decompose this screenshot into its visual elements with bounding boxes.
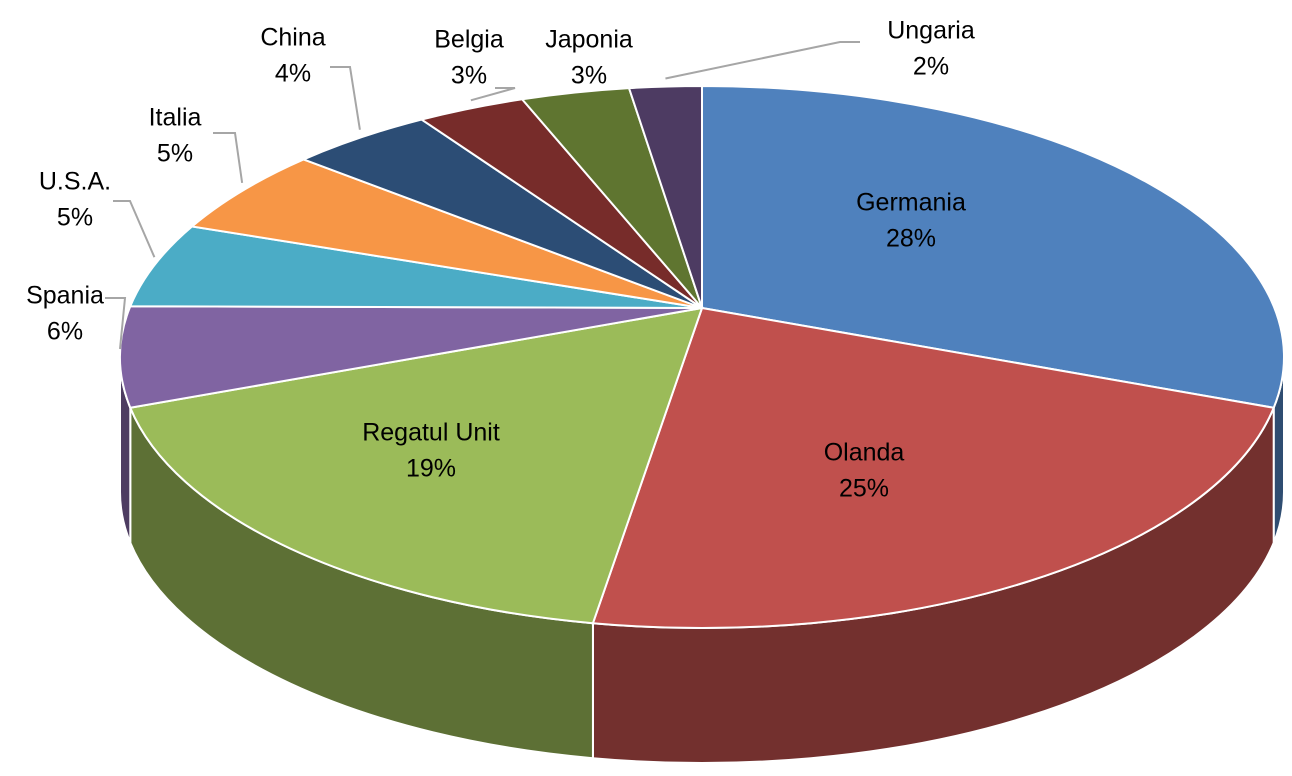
- leader-line: [213, 132, 244, 184]
- category-label: Italia: [149, 104, 202, 132]
- slice: [591, 306, 1276, 629]
- category-label: China: [260, 24, 325, 52]
- leader-line: [470, 87, 516, 102]
- leader-line: [330, 66, 361, 130]
- category-label: Regatul Unit: [362, 419, 500, 447]
- category-label: Japonia: [545, 26, 633, 54]
- slice: [189, 158, 703, 309]
- value-label: 5%: [57, 204, 93, 232]
- value-label: 19%: [406, 455, 456, 483]
- value-label: 28%: [886, 225, 936, 253]
- value-label: 6%: [47, 318, 83, 346]
- value-label: 3%: [571, 62, 607, 90]
- leader-line: [665, 41, 860, 80]
- value-label: 25%: [839, 475, 889, 503]
- category-label: U.S.A.: [39, 168, 111, 196]
- slice: [128, 306, 704, 625]
- value-label: 3%: [451, 62, 487, 90]
- slice: [119, 305, 703, 409]
- slice: [627, 84, 703, 309]
- value-label: 4%: [275, 60, 311, 88]
- value-label: 5%: [157, 140, 193, 168]
- category-label: Germania: [856, 189, 966, 217]
- slice: [701, 84, 1285, 409]
- leader-line: [105, 297, 127, 350]
- slice: [128, 225, 703, 309]
- category-label: Spania: [26, 282, 104, 310]
- value-label: 2%: [913, 53, 949, 81]
- category-label: Olanda: [824, 439, 905, 467]
- category-label: Belgia: [434, 26, 504, 54]
- leader-line: [113, 200, 156, 258]
- category-label: Ungaria: [887, 17, 975, 45]
